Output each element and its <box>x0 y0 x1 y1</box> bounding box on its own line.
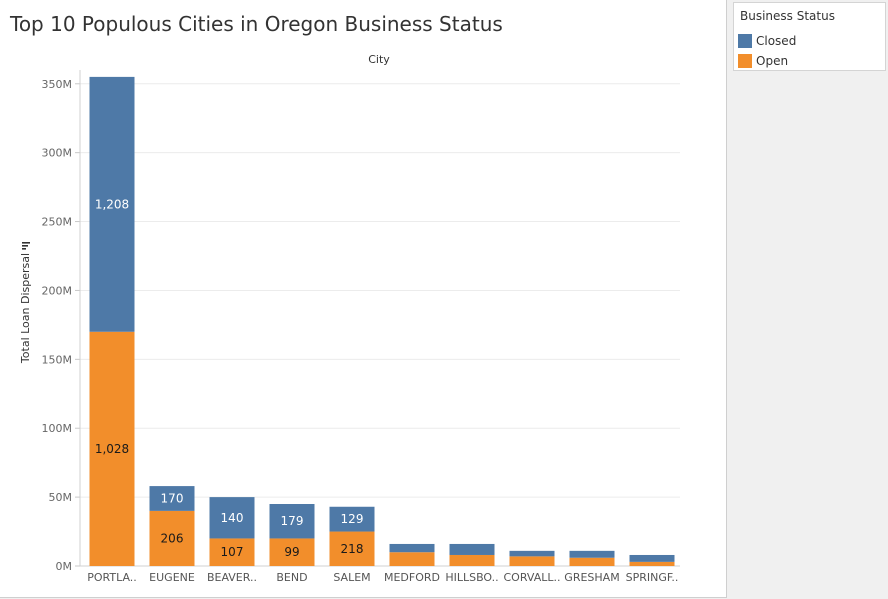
bar-open[interactable] <box>449 554 495 566</box>
legend-label-closed: Closed <box>756 34 797 48</box>
bar-closed[interactable] <box>89 76 135 332</box>
bar-closed[interactable] <box>389 543 435 553</box>
bar-label-open: 218 <box>341 542 364 556</box>
bar-open[interactable] <box>569 557 615 566</box>
bar-open[interactable] <box>149 510 195 566</box>
legend: Business Status Closed Open <box>733 2 886 71</box>
y-tick-label: 100M <box>42 422 73 435</box>
x-tick-label[interactable]: MEDFORD <box>384 571 440 584</box>
bar-open[interactable] <box>629 561 675 566</box>
x-tick-label[interactable]: BEAVER.. <box>207 571 257 584</box>
legend-title: Business Status <box>740 9 835 23</box>
bar-label-closed: 140 <box>221 511 244 525</box>
y-tick-label: 200M <box>42 284 73 297</box>
bar-label-open: 1,028 <box>95 442 129 456</box>
bar-open[interactable] <box>269 538 315 566</box>
bar-closed[interactable] <box>329 506 375 532</box>
x-tick-label[interactable]: SALEM <box>333 571 370 584</box>
bar-label-open: 206 <box>161 531 184 545</box>
legend-label-open: Open <box>756 54 789 68</box>
x-tick-label[interactable]: PORTLA.. <box>87 571 137 584</box>
bar-label-closed: 170 <box>161 491 184 505</box>
x-tick-label[interactable]: GRESHAM <box>564 571 619 584</box>
bar-open[interactable] <box>329 531 375 566</box>
y-tick-label: 50M <box>49 491 73 504</box>
bar-closed[interactable] <box>269 504 315 539</box>
bar-open[interactable] <box>209 538 255 566</box>
bar-closed[interactable] <box>629 554 675 562</box>
bar-closed[interactable] <box>449 543 495 555</box>
sort-icon[interactable] <box>22 242 30 250</box>
bar-label-open: 99 <box>284 545 299 559</box>
x-tick-label[interactable]: HILLSBO.. <box>445 571 498 584</box>
bar-open[interactable] <box>89 331 135 566</box>
legend-swatch-open <box>738 54 752 68</box>
bar-label-closed: 129 <box>341 512 364 526</box>
bar-label-closed: 179 <box>281 514 304 528</box>
y-tick-label: 300M <box>42 147 73 160</box>
x-axis-title: City <box>368 53 390 66</box>
bar-open[interactable] <box>509 556 555 566</box>
bar-label-open: 107 <box>221 545 244 559</box>
bar-open[interactable] <box>389 552 435 566</box>
chart-title: Top 10 Populous Cities in Oregon Busines… <box>10 12 503 36</box>
y-tick-label: 0M <box>56 560 73 573</box>
stacked-bar-chart[interactable]: 0M 50M 100M 150M 200M 250M 300M 350M City Total L… <box>0 0 726 597</box>
bar-closed[interactable] <box>569 550 615 558</box>
x-tick-label[interactable]: EUGENE <box>149 571 195 584</box>
y-tick-label: 250M <box>42 216 73 229</box>
x-tick-label[interactable]: BEND <box>276 571 307 584</box>
x-tick-label[interactable]: CORVALL.. <box>504 571 561 584</box>
y-tick-label: 350M <box>42 78 73 91</box>
bar-label-closed: 1,208 <box>95 197 129 211</box>
bar-closed[interactable] <box>149 486 195 511</box>
x-tick-label[interactable]: SPRINGF.. <box>626 571 679 584</box>
worksheet: Top 10 Populous Cities in Oregon Busines… <box>0 0 727 598</box>
bar-closed[interactable] <box>509 550 555 557</box>
y-axis-title: Total Loan Dispersal <box>19 253 32 364</box>
legend-swatch-closed <box>738 34 752 48</box>
y-tick-label: 150M <box>42 353 73 366</box>
bar-closed[interactable] <box>209 497 255 539</box>
